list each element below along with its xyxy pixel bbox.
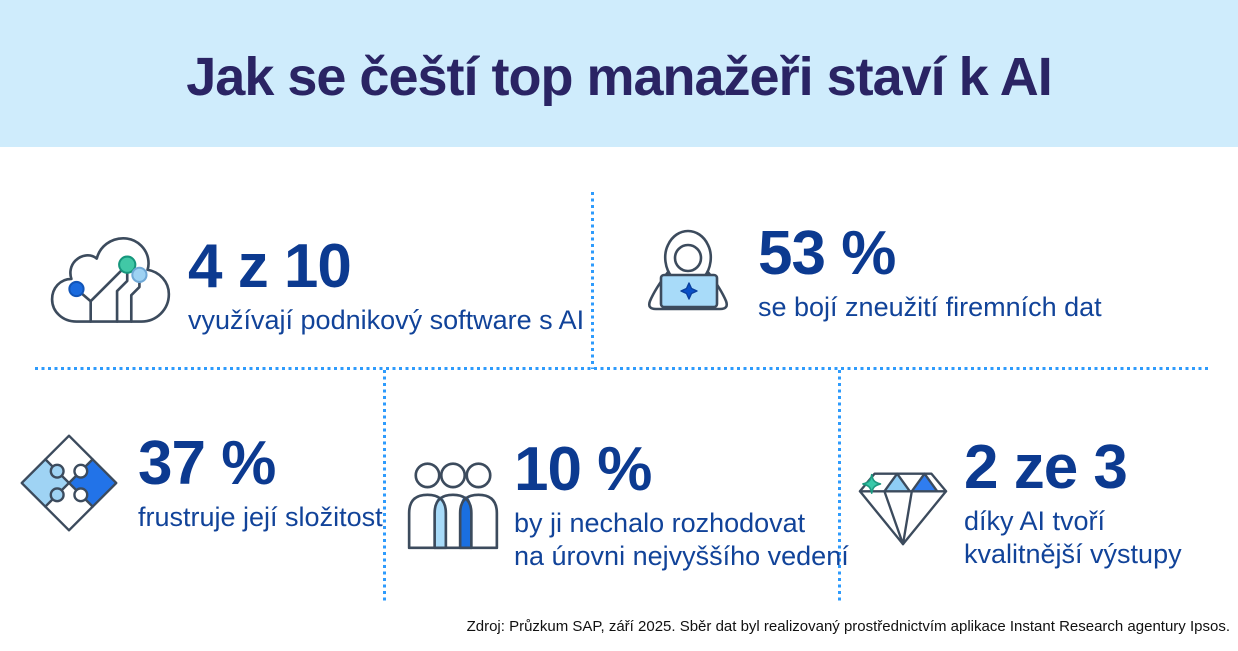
stat-cloud-software: 4 z 10 využívají podnikový software s AI [46, 228, 584, 344]
hooded-user-laptop-icon [628, 224, 748, 322]
header-band: Jak se čeští top manažeři staví k AI [0, 0, 1238, 147]
stat-quality-outputs: 2 ze 3 díky AI tvoří kvalitnější výstupy [852, 436, 1182, 571]
stat-value: 53 % [758, 219, 896, 288]
stat-value: 4 z 10 [188, 231, 352, 301]
divider-middle-horizontal [35, 367, 1211, 370]
stat-label: využívají podnikový software s AI [188, 305, 585, 336]
stat-value: 2 ze 3 [964, 433, 1128, 502]
stat-label: by ji nechalo rozhodovat na úrovni nejvy… [514, 508, 849, 572]
stat-label: díky AI tvoří kvalitnější výstupy [964, 506, 1182, 570]
team-icon [402, 460, 504, 552]
source-note: Zdroj: Průzkum SAP, září 2025. Sběr dat … [466, 618, 1230, 635]
stat-complexity-frustration: 37 % frustruje její složitost [10, 424, 383, 542]
stat-executive-decisions: 10 % by ji nechalo rozhodovat na úrovni … [402, 438, 849, 573]
page-title: Jak se čeští top manažeři staví k AI [186, 46, 1052, 107]
diamond-icon [852, 459, 954, 549]
stat-label: se bojí zneužití firemních dat [758, 292, 1102, 323]
puzzle-icon [10, 424, 128, 542]
divider-bottom-vertical-left [383, 370, 386, 602]
stat-value: 10 % [514, 435, 652, 504]
stat-data-misuse-fear: 53 % se bojí zneužití firemních dat [628, 222, 1102, 324]
cloud-ai-icon [46, 228, 178, 344]
stat-value: 37 % [138, 428, 276, 498]
divider-top-vertical [591, 192, 594, 369]
divider-bottom-vertical-right [838, 370, 841, 602]
stat-label: frustruje její složitost [138, 502, 383, 533]
